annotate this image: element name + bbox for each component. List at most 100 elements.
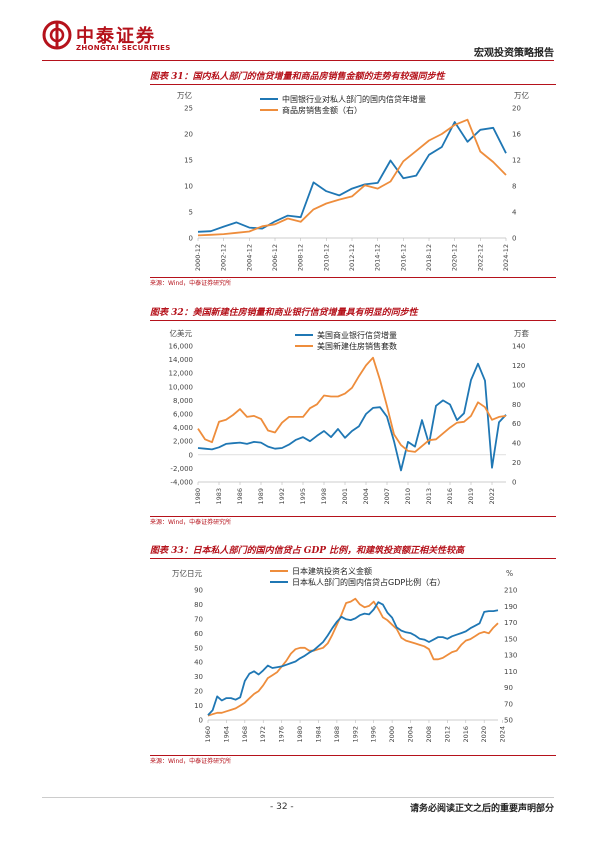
right-axis-unit: 万亿 <box>514 90 529 100</box>
x-tick-label: 1968 <box>241 726 249 743</box>
right-tick-label: 110 <box>504 668 517 676</box>
right-tick-label: 4 <box>512 209 517 217</box>
header-divider <box>42 60 554 61</box>
x-tick-label: 2004 <box>407 726 415 743</box>
x-tick-label: 1996 <box>370 726 378 743</box>
figure-32-source: 来源：Wind，中泰证券研究所 <box>150 516 556 529</box>
x-tick-label: 2020 <box>480 726 488 743</box>
brand-logo: 中泰证券 ZHONGTAI SECURITIES <box>42 20 182 60</box>
left-tick-label: 0 <box>189 451 193 459</box>
x-tick-label: 1964 <box>222 726 230 743</box>
footer-divider <box>42 797 554 798</box>
legend-label: 中国银行业对私人部门的国内信贷年增量 <box>282 94 426 104</box>
page-number: - 32 - <box>270 802 294 812</box>
x-tick-label: 2010-12 <box>322 244 330 271</box>
x-tick-label: 1984 <box>314 726 322 743</box>
report-type: 宏观投资策略报告 <box>474 48 554 59</box>
chart-33: 万亿日元 % 0 10 20 30 40 50 60 70 80 90 50 70 90 110 130 150 1… <box>172 566 517 743</box>
left-tick-label: 50 <box>194 644 203 652</box>
left-tick-label: 16,000 <box>169 343 194 351</box>
right-tick-label: 8 <box>512 183 516 191</box>
left-tick-label: 20 <box>194 688 203 696</box>
brand-name-en: ZHONGTAI SECURITIES <box>76 44 171 52</box>
right-tick-label: 40 <box>512 440 521 448</box>
x-tick-label: 2013 <box>425 488 433 505</box>
right-tick-label: 16 <box>512 131 521 139</box>
figure-31: 图表 31：国内私人部门的信贷增量和商品房销售金额的走势有较强同步性 万亿 万亿 0… <box>150 70 556 300</box>
right-tick-label: 140 <box>512 343 525 351</box>
right-tick-label: 170 <box>504 619 517 627</box>
right-tick-label: 120 <box>512 362 525 370</box>
x-tick-label: 2002-12 <box>220 244 228 271</box>
left-tick-label: 70 <box>194 615 203 623</box>
x-tick-label: 2019 <box>467 488 475 505</box>
right-tick-label: 0 <box>512 235 516 243</box>
figure-31-title: 图表 31：国内私人部门的信贷增量和商品房销售金额的走势有较强同步性 <box>150 70 556 85</box>
x-tick-label: 1983 <box>215 488 223 505</box>
right-tick-label: 150 <box>504 635 517 643</box>
series-line-1 <box>197 118 507 237</box>
left-tick-label: 30 <box>194 673 203 681</box>
left-tick-label: 2,000 <box>173 438 193 446</box>
figure-33-source: 来源：Wind，中泰证券研究所 <box>150 755 556 768</box>
right-tick-label: 190 <box>504 603 517 611</box>
x-tick-label: 2008-12 <box>297 244 305 271</box>
right-tick-label: 90 <box>504 684 513 692</box>
right-tick-label: 0 <box>512 479 516 487</box>
series-line-0 <box>197 362 507 472</box>
left-tick-label: -2,000 <box>170 465 193 473</box>
left-tick-label: 0 <box>189 235 193 243</box>
left-tick-label: 0 <box>199 717 203 725</box>
x-tick-label: 2007 <box>383 488 391 505</box>
legend-label: 日本私人部门的国内信贷占GDP比例（右） <box>292 577 445 587</box>
x-tick-label: 1995 <box>299 488 307 505</box>
legend-label: 日本建筑投资名义金额 <box>292 566 372 576</box>
page-header: 中泰证券 ZHONGTAI SECURITIES 宏观投资策略报告 <box>0 0 596 70</box>
right-tick-label: 50 <box>504 717 513 725</box>
left-tick-label: 80 <box>194 601 203 609</box>
right-tick-label: 20 <box>512 105 521 113</box>
x-tick-label: 2000-12 <box>194 244 202 271</box>
left-tick-label: 5 <box>189 209 193 217</box>
x-tick-label: 2006-12 <box>271 244 279 271</box>
x-tick-label: 2010 <box>404 488 412 505</box>
right-tick-label: 12 <box>512 157 521 165</box>
x-tick-label: 1988 <box>333 726 341 743</box>
x-tick-label: 2001 <box>341 488 349 505</box>
x-tick-label: 2016 <box>446 488 454 505</box>
right-axis-unit: 万套 <box>514 328 529 338</box>
left-tick-label: 4,000 <box>173 424 193 432</box>
x-tick-label: 2012 <box>443 726 451 743</box>
legend-label: 美国商业银行信贷增量 <box>317 330 397 340</box>
series-line-0 <box>197 121 507 233</box>
x-tick-label: 2008 <box>425 726 433 743</box>
x-tick-label: 1989 <box>257 488 265 505</box>
x-tick-label: 1976 <box>278 726 286 743</box>
chart-31: 万亿 万亿 0 5 10 15 20 25 0 4 8 12 16 20 2000-12 2002-12 200… <box>177 90 529 271</box>
x-tick-label: 1972 <box>259 726 267 743</box>
x-tick-label: 2020-12 <box>451 244 459 271</box>
right-tick-label: 20 <box>512 459 521 467</box>
right-axis-unit: % <box>506 569 513 578</box>
x-tick-label: 2024-12 <box>502 244 510 271</box>
x-tick-label: 1980 <box>194 488 202 505</box>
x-tick-label: 2016 <box>462 726 470 743</box>
left-tick-label: -4,000 <box>170 479 193 487</box>
series-line-1 <box>207 601 499 716</box>
x-tick-label: 1992 <box>351 726 359 743</box>
x-tick-label: 2014-12 <box>374 244 382 271</box>
figure-33-title: 图表 33：日本私人部门的国内信贷占 GDP 比例，和建筑投资额正相关性较高 <box>150 544 556 559</box>
left-tick-label: 10,000 <box>169 383 194 391</box>
figure-32-title: 图表 32：美国新建住房销量和商业银行信贷增量具有明显的同步性 <box>150 306 556 321</box>
left-tick-label: 20 <box>184 131 193 139</box>
left-tick-label: 40 <box>194 659 203 667</box>
chart-32: 亿美元 万套 -4,000 -2,000 0 2,000 4,000 6,000 8,000 10… <box>169 328 530 505</box>
left-tick-label: 6,000 <box>173 411 193 419</box>
right-tick-label: 80 <box>512 401 521 409</box>
x-tick-label: 1986 <box>236 488 244 505</box>
left-tick-label: 8,000 <box>173 397 193 405</box>
legend-label: 美国新建住房销售套数 <box>317 341 397 351</box>
right-tick-label: 130 <box>504 652 517 660</box>
x-tick-label: 2004-12 <box>245 244 253 271</box>
figure-31-source: 来源：Wind，中泰证券研究所 <box>150 277 556 290</box>
